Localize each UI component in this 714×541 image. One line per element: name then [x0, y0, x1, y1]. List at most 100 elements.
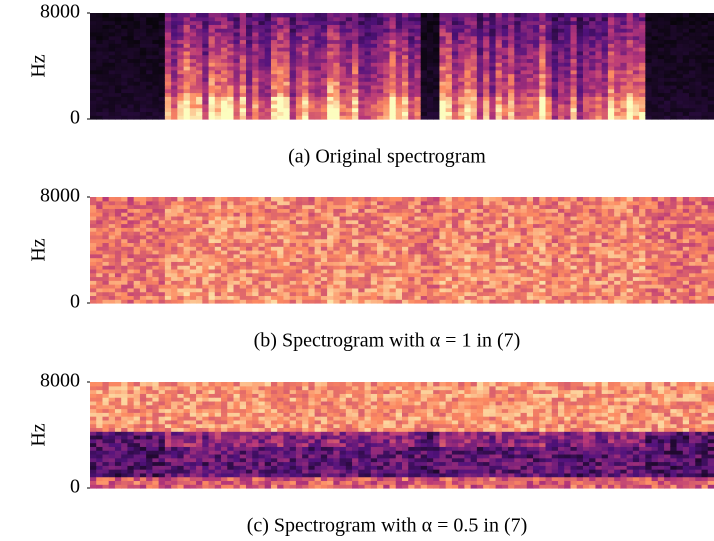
- spectrogram-cell: [533, 100, 540, 104]
- spectrogram-cell: [127, 254, 134, 258]
- spectrogram-cell: [527, 66, 534, 70]
- spectrogram-cell: [564, 242, 571, 246]
- spectrogram-cell: [471, 216, 478, 220]
- spectrogram-cell: [90, 254, 97, 258]
- spectrogram-cell: [620, 43, 627, 47]
- spectrogram-cell: [184, 62, 191, 66]
- spectrogram-cell: [109, 66, 116, 70]
- spectrogram-cell: [221, 239, 228, 243]
- spectrogram-cell: [583, 43, 590, 47]
- spectrogram-cell: [109, 47, 116, 51]
- spectrogram-cell: [171, 21, 178, 25]
- spectrogram-cell: [552, 66, 559, 70]
- spectrogram-cell: [127, 96, 134, 100]
- spectrogram-cell: [452, 74, 459, 78]
- spectrogram-cell: [533, 62, 540, 66]
- spectrogram-cell: [327, 208, 334, 212]
- spectrogram-cell: [102, 70, 109, 74]
- spectrogram-cell: [315, 246, 322, 250]
- spectrogram-cell: [277, 197, 284, 201]
- spectrogram-cell: [702, 70, 709, 74]
- spectrogram-cell: [689, 62, 696, 66]
- spectrogram-cell: [558, 265, 565, 269]
- spectrogram-cell: [333, 13, 340, 17]
- spectrogram-cell: [184, 261, 191, 265]
- spectrogram-cell: [502, 74, 509, 78]
- spectrogram-cell: [483, 40, 490, 44]
- spectrogram-cell: [502, 201, 509, 205]
- spectrogram-cell: [340, 197, 347, 201]
- spectrogram-cell: [258, 295, 265, 299]
- spectrogram-cell: [283, 208, 290, 212]
- spectrogram-cell: [546, 43, 553, 47]
- spectrogram-cell: [514, 265, 521, 269]
- spectrogram-cell: [321, 261, 328, 265]
- spectrogram-cell: [371, 100, 378, 104]
- spectrogram-cell: [670, 100, 677, 104]
- spectrogram-cell: [702, 58, 709, 62]
- spectrogram-cell: [670, 36, 677, 40]
- spectrogram-cell: [652, 111, 659, 115]
- spectrogram-cell: [702, 17, 709, 21]
- spectrogram-cell: [433, 277, 440, 281]
- spectrogram-cell: [402, 77, 409, 81]
- spectrogram-cell: [234, 108, 241, 112]
- spectrogram-cell: [577, 28, 584, 32]
- spectrogram-cell: [321, 104, 328, 108]
- spectrogram-cell: [365, 77, 372, 81]
- spectrogram-cell: [546, 77, 553, 81]
- spectrogram-cell: [533, 288, 540, 292]
- spectrogram-cell: [558, 74, 565, 78]
- spectrogram-cell: [477, 205, 484, 209]
- spectrogram-cell: [427, 284, 434, 288]
- spectrogram-cell: [252, 273, 259, 277]
- spectrogram-cell: [102, 261, 109, 265]
- spectrogram-cell: [308, 104, 315, 108]
- spectrogram-cell: [171, 13, 178, 17]
- spectrogram-cell: [240, 239, 247, 243]
- spectrogram-cell: [483, 55, 490, 59]
- spectrogram-cell: [439, 115, 446, 119]
- spectrogram-cell: [246, 239, 253, 243]
- spectrogram-cell: [427, 111, 434, 115]
- spectrogram-cell: [90, 115, 97, 119]
- spectrogram-cell: [583, 77, 590, 81]
- spectrogram-cell: [140, 205, 147, 209]
- spectrogram-cell: [346, 205, 353, 209]
- spectrogram-cell: [290, 239, 297, 243]
- spectrogram-cell: [184, 58, 191, 62]
- spectrogram-cell: [477, 43, 484, 47]
- spectrogram-cell: [177, 280, 184, 284]
- spectrogram-cell: [602, 96, 609, 100]
- spectrogram-cell: [508, 81, 515, 85]
- spectrogram-cell: [271, 224, 278, 228]
- spectrogram-cell: [458, 55, 465, 59]
- spectrogram-cell: [196, 96, 203, 100]
- spectrogram-cell: [152, 28, 159, 32]
- spectrogram-cell: [190, 235, 197, 239]
- spectrogram-cell: [346, 246, 353, 250]
- spectrogram-cell: [215, 231, 222, 235]
- spectrogram-cell: [159, 220, 166, 224]
- spectrogram-cell: [689, 55, 696, 59]
- spectrogram-cell: [296, 108, 303, 112]
- spectrogram-cell: [514, 288, 521, 292]
- spectrogram-cell: [352, 108, 359, 112]
- spectrogram-cell: [152, 254, 159, 258]
- spectrogram-cell: [496, 224, 503, 228]
- spectrogram-cell: [227, 295, 234, 299]
- spectrogram-cell: [408, 273, 415, 277]
- spectrogram-cell: [627, 111, 634, 115]
- spectrogram-cell: [252, 277, 259, 281]
- spectrogram-cell: [315, 261, 322, 265]
- spectrogram-cell: [695, 24, 702, 28]
- spectrogram-cell: [258, 258, 265, 262]
- spectrogram-cell: [602, 85, 609, 89]
- spectrogram-cell: [333, 227, 340, 231]
- spectrogram-cell: [414, 32, 421, 36]
- spectrogram-cell: [477, 295, 484, 299]
- spectrogram-cell: [121, 208, 128, 212]
- spectrogram-cell: [408, 231, 415, 235]
- spectrogram-cell: [234, 32, 241, 36]
- spectrogram-cell: [296, 28, 303, 32]
